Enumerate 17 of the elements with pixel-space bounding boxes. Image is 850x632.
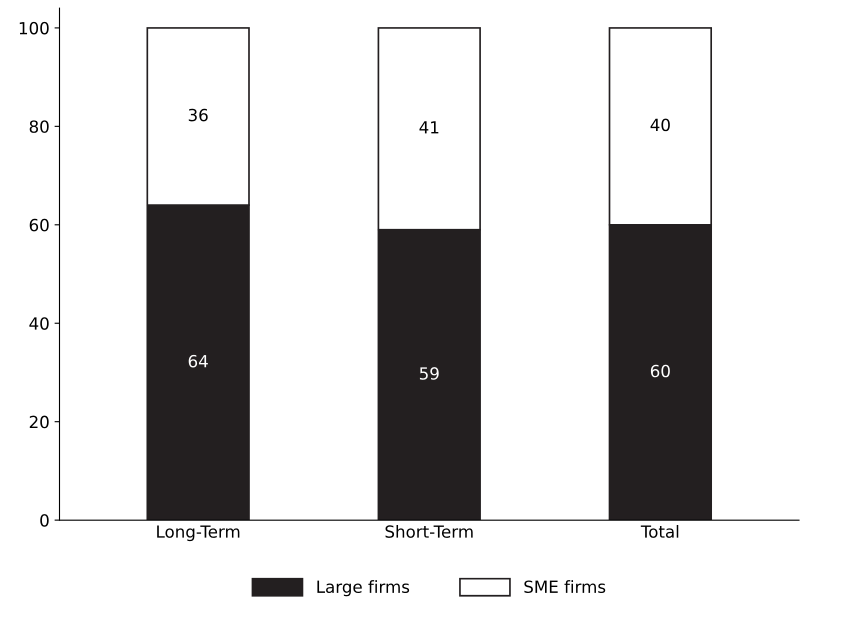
x-tick-label: Short-Term [386, 524, 473, 538]
y-tick-label: 0 [40, 514, 49, 527]
data-label: 40 [650, 118, 670, 132]
y-tick-label: 40 [29, 317, 49, 330]
y-tick-label: 80 [30, 120, 49, 133]
data-label: 64 [188, 354, 208, 368]
legend-label: Large firms [317, 580, 410, 596]
x-tick-label: Long-Term [157, 526, 240, 542]
data-label: 60 [650, 364, 670, 378]
y-tick-label: 20 [30, 416, 49, 428]
y-tick-label: 60 [30, 218, 49, 232]
y-tick-label: 100 [20, 22, 49, 34]
x-tick-label: Total [640, 524, 678, 538]
data-label: 59 [420, 367, 439, 380]
data-label: 36 [188, 108, 208, 122]
data-label: 41 [419, 121, 438, 134]
legend-label: SME firms [524, 580, 606, 594]
